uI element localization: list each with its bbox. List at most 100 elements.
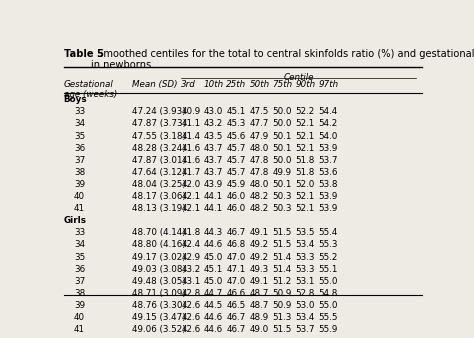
Text: 47.1: 47.1: [227, 265, 246, 274]
Text: 55.3: 55.3: [319, 240, 338, 249]
Text: 48.71 (3.09): 48.71 (3.09): [132, 289, 186, 298]
Text: 48.80 (4.16): 48.80 (4.16): [132, 240, 186, 249]
Text: 53.9: 53.9: [319, 192, 338, 201]
Text: Girls: Girls: [64, 216, 87, 225]
Text: 46.7: 46.7: [227, 325, 246, 334]
Text: 48.13 (3.19): 48.13 (3.19): [132, 204, 186, 213]
Text: 50th: 50th: [249, 80, 270, 89]
Text: 48.7: 48.7: [249, 289, 269, 298]
Text: 75th: 75th: [272, 80, 292, 89]
Text: 53.3: 53.3: [295, 252, 315, 262]
Text: 46.7: 46.7: [227, 228, 246, 237]
Text: 90th: 90th: [295, 80, 316, 89]
Text: 49.1: 49.1: [249, 277, 269, 286]
Text: 44.7: 44.7: [204, 289, 223, 298]
Text: 50.1: 50.1: [272, 180, 292, 189]
Text: 50.3: 50.3: [272, 192, 292, 201]
Text: 36: 36: [74, 265, 85, 274]
Text: 40: 40: [74, 192, 85, 201]
Text: 45.7: 45.7: [227, 156, 246, 165]
Text: 46.7: 46.7: [227, 313, 246, 322]
Text: 47.64 (3.12): 47.64 (3.12): [132, 168, 186, 177]
Text: 44.3: 44.3: [204, 228, 223, 237]
Text: 48.0: 48.0: [249, 144, 269, 153]
Text: 47.8: 47.8: [249, 168, 269, 177]
Text: 50.1: 50.1: [272, 144, 292, 153]
Text: 47.9: 47.9: [249, 131, 269, 141]
Text: 51.8: 51.8: [295, 168, 315, 177]
Text: 41.6: 41.6: [181, 156, 201, 165]
Text: 42.6: 42.6: [181, 325, 201, 334]
Text: 41.1: 41.1: [181, 119, 201, 128]
Text: 50.0: 50.0: [272, 156, 292, 165]
Text: 46.0: 46.0: [227, 192, 246, 201]
Text: 52.1: 52.1: [295, 192, 315, 201]
Text: 52.1: 52.1: [295, 144, 315, 153]
Text: 42.1: 42.1: [181, 204, 201, 213]
Text: 42.6: 42.6: [181, 313, 201, 322]
Text: 53.4: 53.4: [295, 240, 315, 249]
Text: Table 5: Table 5: [64, 49, 104, 59]
Text: 55.1: 55.1: [319, 265, 338, 274]
Text: 50.9: 50.9: [272, 289, 292, 298]
Text: 43.5: 43.5: [204, 131, 223, 141]
Text: 49.3: 49.3: [249, 265, 269, 274]
Text: 45.9: 45.9: [227, 180, 246, 189]
Text: 46.6: 46.6: [227, 289, 246, 298]
Text: 45.7: 45.7: [227, 144, 246, 153]
Text: 42.4: 42.4: [181, 240, 201, 249]
Text: 49.03 (3.08): 49.03 (3.08): [132, 265, 186, 274]
Text: 44.6: 44.6: [204, 313, 223, 322]
Text: 42.8: 42.8: [181, 289, 201, 298]
Text: 25th: 25th: [227, 80, 246, 89]
Text: 47.8: 47.8: [249, 156, 269, 165]
Text: 52.1: 52.1: [295, 119, 315, 128]
Text: 45.1: 45.1: [204, 265, 223, 274]
Text: 51.3: 51.3: [272, 313, 292, 322]
Text: 42.1: 42.1: [181, 192, 201, 201]
Text: 39: 39: [74, 180, 85, 189]
Text: 48.7: 48.7: [249, 301, 269, 310]
Text: 53.4: 53.4: [295, 313, 315, 322]
Text: 35: 35: [74, 252, 85, 262]
Text: 49.15 (3.47): 49.15 (3.47): [132, 313, 186, 322]
Text: 44.6: 44.6: [204, 325, 223, 334]
Text: 49.0: 49.0: [249, 325, 269, 334]
Text: 48.2: 48.2: [249, 192, 269, 201]
Text: 47.0: 47.0: [227, 252, 246, 262]
Text: Boys: Boys: [64, 95, 87, 104]
Text: 54.4: 54.4: [319, 107, 338, 116]
Text: 50.1: 50.1: [272, 131, 292, 141]
Text: 49.1: 49.1: [249, 228, 269, 237]
Text: 49.48 (3.05): 49.48 (3.05): [132, 277, 186, 286]
Text: 44.1: 44.1: [204, 192, 223, 201]
Text: 40: 40: [74, 313, 85, 322]
Text: 48.9: 48.9: [249, 313, 269, 322]
Text: 43.7: 43.7: [204, 156, 223, 165]
Text: 54.8: 54.8: [319, 289, 338, 298]
Text: 48.28 (3.24): 48.28 (3.24): [132, 144, 186, 153]
Text: 50.3: 50.3: [272, 204, 292, 213]
Text: 49.06 (3.52): 49.06 (3.52): [132, 325, 186, 334]
Text: 45.0: 45.0: [204, 277, 223, 286]
Text: 48.04 (3.25): 48.04 (3.25): [132, 180, 186, 189]
Text: 47.55 (3.18): 47.55 (3.18): [132, 131, 186, 141]
Text: 41: 41: [74, 325, 85, 334]
Text: 97th: 97th: [319, 80, 339, 89]
Text: 41.6: 41.6: [181, 144, 201, 153]
Text: 55.4: 55.4: [319, 228, 338, 237]
Text: 43.7: 43.7: [204, 144, 223, 153]
Text: 41.8: 41.8: [181, 228, 201, 237]
Text: 45.6: 45.6: [227, 131, 246, 141]
Text: 51.8: 51.8: [295, 156, 315, 165]
Text: 39: 39: [74, 301, 85, 310]
Text: 47.87 (3.01): 47.87 (3.01): [132, 156, 186, 165]
Text: 34: 34: [74, 240, 85, 249]
Text: 50.0: 50.0: [272, 119, 292, 128]
Text: 55.0: 55.0: [319, 277, 338, 286]
Text: 51.2: 51.2: [272, 277, 292, 286]
Text: 54.0: 54.0: [319, 131, 338, 141]
Text: 46.8: 46.8: [227, 240, 246, 249]
Text: 52.2: 52.2: [295, 107, 315, 116]
Text: 54.2: 54.2: [319, 119, 338, 128]
